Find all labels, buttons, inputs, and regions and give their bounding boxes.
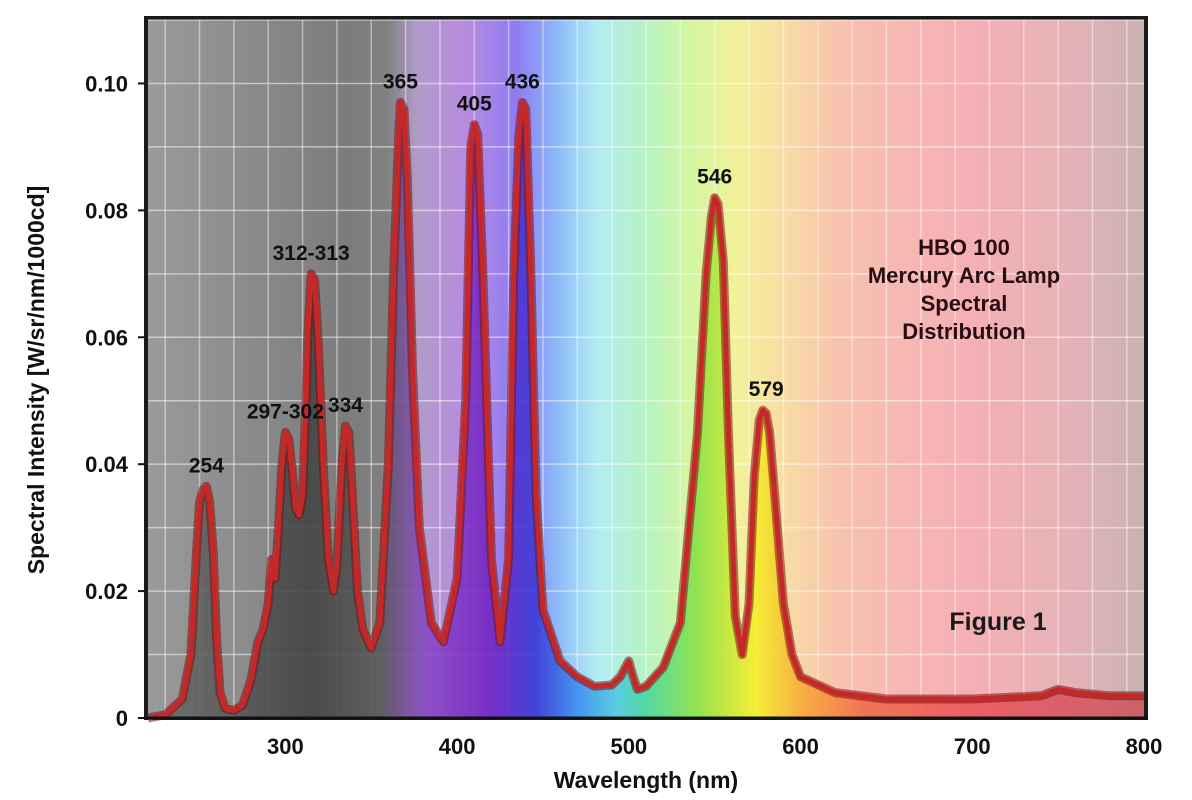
y-tick-label: 0.02 <box>85 579 128 604</box>
peak-label: 436 <box>505 70 540 93</box>
title-line-3: Spectral <box>921 291 1008 316</box>
y-tick-label: 0.08 <box>85 198 128 223</box>
title-line-2: Mercury Arc Lamp <box>868 263 1060 288</box>
x-tick-label: 800 <box>1126 734 1163 759</box>
x-tick-label: 600 <box>782 734 819 759</box>
title-line-1: HBO 100 <box>918 235 1010 260</box>
y-tick-label: 0.06 <box>85 325 128 350</box>
peak-label: 365 <box>383 70 418 93</box>
x-tick-label: 500 <box>610 734 647 759</box>
x-tick-label: 700 <box>954 734 991 759</box>
peak-label: 579 <box>749 378 784 401</box>
peak-label: 405 <box>457 93 492 116</box>
peak-label: 334 <box>328 394 363 417</box>
peak-label: 254 <box>189 454 224 477</box>
y-axis-ticks: 0 0.02 0.04 0.06 0.08 0.10 <box>85 71 144 731</box>
x-axis-ticks: 300 400 500 600 700 800 <box>267 734 1162 759</box>
figure-label: Figure 1 <box>949 608 1046 636</box>
chart-title-block: HBO 100 Mercury Arc Lamp Spectral Distri… <box>868 235 1060 344</box>
y-tick-label: 0 <box>116 706 128 731</box>
title-line-4: Distribution <box>902 319 1025 344</box>
peak-label: 312-313 <box>273 242 350 265</box>
x-tick-label: 400 <box>439 734 476 759</box>
y-tick-label: 0.10 <box>85 71 128 96</box>
peak-label: 297-302 <box>247 400 324 423</box>
x-axis-title: Wavelength (nm) <box>554 767 738 793</box>
x-tick-label: 300 <box>267 734 304 759</box>
peak-labels: 254 297-302 312-313 334 365 405 436 546 579 <box>189 70 784 477</box>
spectral-curve <box>147 100 1144 721</box>
peak-label: 546 <box>697 166 732 189</box>
y-axis-title: Spectral Intensity [W/sr/nm/1000cd] <box>23 186 49 575</box>
y-tick-label: 0.04 <box>85 452 129 477</box>
